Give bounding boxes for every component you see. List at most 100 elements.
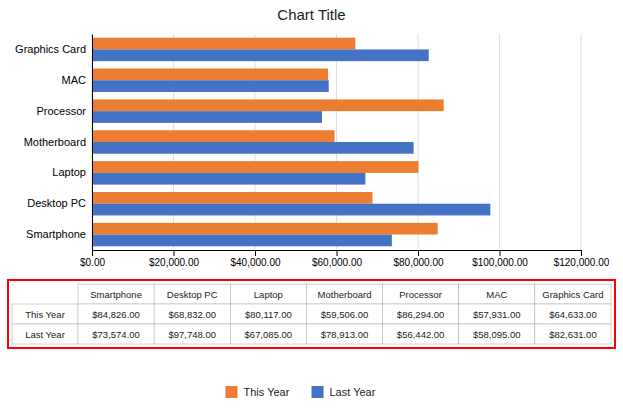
table-cell bbox=[306, 284, 382, 304]
table-row-label: This Year bbox=[25, 309, 65, 320]
tick: Motherboard bbox=[24, 136, 92, 148]
bars bbox=[92, 38, 490, 247]
bar bbox=[92, 99, 444, 111]
table-cell bbox=[154, 324, 230, 344]
table-cell bbox=[12, 324, 78, 344]
tick: MAC bbox=[62, 74, 92, 86]
table-cell bbox=[459, 304, 535, 324]
bar bbox=[92, 111, 322, 123]
tick-mark bbox=[92, 250, 93, 256]
table-header: Processor bbox=[399, 289, 442, 300]
table-header: Graphics Card bbox=[542, 289, 603, 300]
table-cell bbox=[154, 304, 230, 324]
table-cell bbox=[78, 324, 154, 344]
title: Chart Title bbox=[277, 6, 345, 23]
tick-label: Motherboard bbox=[24, 136, 86, 148]
table-cell bbox=[459, 324, 535, 344]
tick-mark bbox=[581, 250, 582, 256]
tick-label: $0.00 bbox=[80, 257, 105, 268]
grid-line bbox=[92, 34, 93, 250]
table-value: $86,294.00 bbox=[397, 309, 445, 320]
legend-label: Last Year bbox=[330, 386, 376, 398]
table-value: $97,748.00 bbox=[168, 329, 216, 340]
bar bbox=[92, 130, 334, 142]
legend-item: This Year bbox=[226, 386, 290, 398]
table-row-label: Last Year bbox=[25, 329, 65, 340]
table-cell bbox=[306, 304, 382, 324]
bar bbox=[92, 142, 414, 154]
table-value: $59,506.00 bbox=[321, 309, 369, 320]
table-value: $84,826.00 bbox=[92, 309, 140, 320]
table-value: $82,631.00 bbox=[549, 329, 597, 340]
tick-label: Processor bbox=[36, 105, 86, 117]
bar bbox=[92, 69, 328, 81]
table-cell bbox=[383, 324, 459, 344]
table-cell bbox=[12, 304, 78, 324]
tick-label: MAC bbox=[62, 74, 87, 86]
table-value: $78,913.00 bbox=[321, 329, 369, 340]
bar bbox=[92, 223, 438, 235]
legend-label: This Year bbox=[244, 386, 290, 398]
grid bbox=[92, 34, 581, 250]
table-value: $68,832.00 bbox=[168, 309, 216, 320]
table-cell bbox=[230, 324, 306, 344]
table-cell bbox=[459, 284, 535, 304]
bar bbox=[92, 80, 329, 92]
legend-swatch bbox=[312, 386, 324, 398]
tick-label: $20,000.00 bbox=[149, 257, 199, 268]
table-value: $73,574.00 bbox=[92, 329, 140, 340]
tick: $120,000.00 bbox=[554, 250, 610, 268]
tick-label: Desktop PC bbox=[27, 197, 86, 209]
bar bbox=[92, 204, 490, 216]
tick-mark bbox=[500, 250, 501, 256]
table-cell bbox=[230, 304, 306, 324]
axis-line bbox=[93, 251, 582, 257]
y-axis: Graphics Card MAC Processor Motherboard Lapt… bbox=[15, 35, 92, 251]
bar bbox=[92, 49, 429, 61]
table-cell bbox=[154, 284, 230, 304]
tick-label: Laptop bbox=[52, 166, 86, 178]
table-header: Laptop bbox=[254, 289, 283, 300]
table-value: $57,931.00 bbox=[473, 309, 521, 320]
tick: $60,000.00 bbox=[312, 250, 362, 268]
tick-label: $100,000.00 bbox=[472, 257, 528, 268]
legend: This Year Last Year bbox=[226, 386, 376, 398]
tick: $20,000.00 bbox=[149, 250, 199, 268]
table-value: $56,442.00 bbox=[397, 329, 445, 340]
grid-line bbox=[499, 34, 500, 250]
legend-swatch bbox=[226, 386, 238, 398]
table-cell bbox=[383, 304, 459, 324]
legend-item: Last Year bbox=[312, 386, 376, 398]
table-cell bbox=[78, 304, 154, 324]
table-cell bbox=[230, 284, 306, 304]
bar bbox=[92, 173, 365, 185]
tick-label: $60,000.00 bbox=[312, 257, 362, 268]
tick: Smartphone bbox=[26, 228, 92, 240]
tick: $80,000.00 bbox=[393, 250, 443, 268]
grid-line bbox=[418, 34, 419, 250]
table-header: Smartphone bbox=[90, 289, 142, 300]
x-axis: $0.00 $20,000.00 $40,000.00 $60,000.00 $80,0… bbox=[80, 250, 610, 268]
tick-label: Smartphone bbox=[26, 228, 86, 240]
bar bbox=[92, 38, 355, 50]
tick-label: $120,000.00 bbox=[554, 257, 610, 268]
tick-mark bbox=[337, 250, 338, 256]
tick-label: Graphics Card bbox=[15, 43, 86, 55]
tick-mark bbox=[255, 250, 256, 256]
tick: Desktop PC bbox=[27, 197, 92, 209]
table-cell bbox=[535, 324, 611, 344]
table-cell bbox=[306, 324, 382, 344]
axis-line bbox=[92, 35, 93, 251]
table-cell bbox=[383, 284, 459, 304]
tick-label: $40,000.00 bbox=[230, 257, 280, 268]
tick-mark bbox=[174, 250, 175, 256]
tick-mark bbox=[418, 250, 419, 256]
bar bbox=[92, 192, 372, 204]
table-value: $80,117.00 bbox=[245, 309, 292, 320]
table-header: Motherboard bbox=[318, 289, 372, 300]
table-value: $64,633.00 bbox=[549, 309, 597, 320]
tick: $0.00 bbox=[80, 250, 105, 268]
table-cell bbox=[535, 284, 611, 304]
table-header: MAC bbox=[486, 289, 507, 300]
table-cell bbox=[535, 304, 611, 324]
